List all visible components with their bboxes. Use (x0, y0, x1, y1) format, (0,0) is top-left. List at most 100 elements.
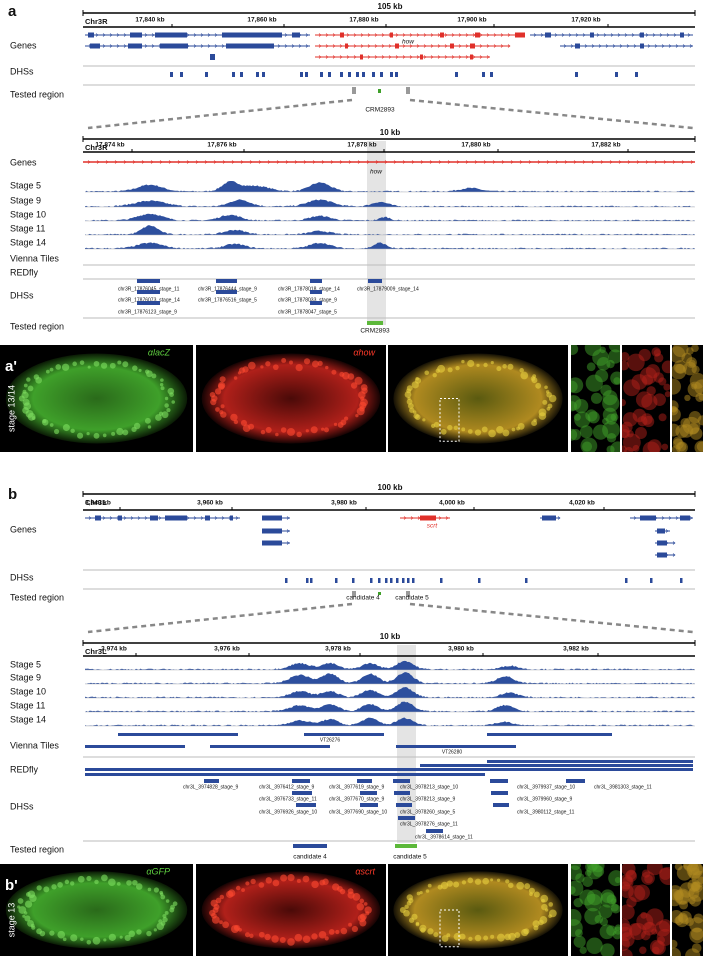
label: Genes (10, 524, 37, 534)
label: 17,840 kb (135, 17, 164, 24)
cell (289, 360, 293, 365)
arrow (221, 44, 225, 48)
cell (230, 413, 238, 422)
arrow (689, 44, 693, 48)
cell (340, 927, 348, 935)
cell (586, 937, 603, 955)
cell (342, 371, 350, 380)
cell (305, 429, 309, 433)
arrow (114, 160, 118, 164)
image (672, 345, 703, 452)
arrow (168, 160, 172, 164)
cell (93, 432, 100, 439)
dhs-mark (490, 72, 493, 77)
cell (86, 875, 92, 882)
cell (247, 361, 256, 370)
arrow (193, 516, 197, 520)
cell (122, 361, 129, 368)
cell (422, 418, 426, 422)
cell (639, 946, 647, 954)
arrow (458, 44, 462, 48)
dhs-mark (360, 791, 377, 795)
feature (470, 54, 473, 60)
cell (72, 361, 77, 367)
cell (271, 935, 279, 943)
arrow (214, 44, 218, 48)
feature (640, 32, 644, 38)
label: Stage 5 (10, 659, 41, 669)
arrow (360, 33, 364, 37)
cell (546, 391, 552, 398)
arrow (575, 33, 579, 37)
dhs-mark (368, 279, 382, 283)
coverage (85, 687, 695, 698)
cell (661, 360, 670, 374)
image (201, 353, 381, 444)
cell (474, 934, 482, 942)
cell (249, 933, 254, 939)
cell (94, 879, 99, 885)
cell (461, 359, 465, 364)
dhs-mark (402, 578, 405, 583)
gene-name: how (402, 39, 415, 46)
cell (691, 345, 699, 352)
label: DHSs (10, 801, 34, 811)
cell (425, 889, 430, 893)
dhs-mark (335, 578, 338, 583)
arrow (357, 160, 361, 164)
cell (488, 429, 496, 438)
arrow (687, 33, 691, 37)
cell (272, 364, 279, 371)
dhs-mark (305, 72, 308, 77)
arrow (444, 44, 448, 48)
arrow (533, 33, 537, 37)
arrow (598, 44, 602, 48)
arrow (500, 44, 504, 48)
cell (209, 391, 216, 398)
arrow (339, 160, 343, 164)
label: 3,978 kb (325, 646, 351, 653)
dhs-mark (396, 803, 412, 807)
dhs-mark (482, 72, 485, 77)
cell (359, 919, 367, 927)
label: 17,874 kb (95, 142, 124, 149)
label: 3,974 kb (101, 646, 127, 653)
arrow (546, 160, 550, 164)
arrow (647, 44, 651, 48)
cell (524, 883, 531, 890)
dhs-mark (320, 72, 323, 77)
cell (541, 903, 548, 911)
arrow (493, 33, 497, 37)
cell (124, 934, 131, 942)
feature (640, 43, 644, 49)
dhs-mark (491, 791, 508, 795)
dhs-mark (340, 72, 343, 77)
cell (131, 426, 137, 433)
arrow (618, 160, 622, 164)
arrow (661, 44, 665, 48)
cell (102, 433, 107, 438)
feature (222, 32, 282, 38)
feature (395, 43, 399, 49)
cell (101, 874, 108, 882)
dhs-mark (398, 816, 415, 820)
cell (275, 432, 279, 437)
arrow (348, 160, 352, 164)
arrow (204, 160, 208, 164)
label: chr3L_3976733_stage_11 (259, 796, 317, 802)
cell (415, 376, 419, 381)
feature (360, 54, 363, 60)
cell (404, 904, 409, 910)
label: chr3L_3978260_stage_5 (400, 809, 456, 815)
tile (396, 745, 516, 748)
arrow (458, 55, 462, 59)
feature (88, 32, 94, 38)
cell (281, 358, 287, 363)
tested-mark (406, 87, 410, 94)
arrow (381, 44, 385, 48)
cell (644, 874, 653, 884)
dhs-mark (412, 578, 415, 583)
cell (698, 394, 703, 401)
cell (573, 413, 581, 421)
cell (296, 431, 302, 438)
